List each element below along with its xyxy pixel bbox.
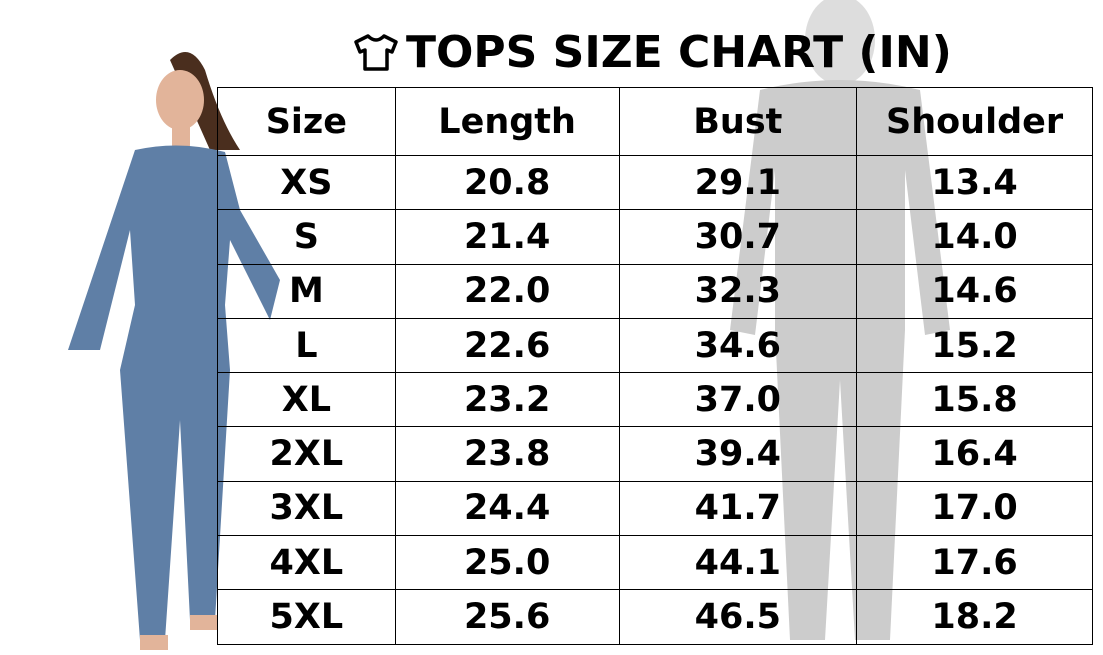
cell-shoulder: 17.0 <box>856 480 1093 537</box>
cell-length: 24.4 <box>394 480 620 537</box>
header-length: Length <box>394 87 620 156</box>
table-row: XS 20.8 29.1 13.4 <box>217 154 1093 211</box>
table-row: M 22.0 32.3 14.6 <box>217 263 1093 319</box>
cell-size: L <box>217 317 396 374</box>
cell-size: 2XL <box>217 426 396 482</box>
cell-length: 21.4 <box>394 209 620 265</box>
cell-length: 22.6 <box>394 317 620 374</box>
table-row: 5XL 25.6 46.5 18.2 <box>217 589 1093 645</box>
cell-size: 4XL <box>217 535 396 591</box>
table-row: 4XL 25.0 44.1 17.6 <box>217 535 1093 591</box>
header-row: Size Length Bust Shoulder <box>217 87 1093 156</box>
cell-shoulder: 14.6 <box>856 263 1093 319</box>
cell-length: 23.8 <box>394 426 620 482</box>
cell-length: 20.8 <box>394 154 620 211</box>
cell-length: 23.2 <box>394 372 620 428</box>
cell-size: XS <box>217 154 396 211</box>
header-bust: Bust <box>618 87 858 156</box>
chart-title: TOPS SIZE CHART (IN) <box>352 22 952 82</box>
cell-shoulder: 15.2 <box>856 317 1093 374</box>
cell-bust: 41.7 <box>618 480 858 537</box>
cell-size: 5XL <box>217 589 396 645</box>
cell-shoulder: 15.8 <box>856 372 1093 428</box>
cell-shoulder: 16.4 <box>856 426 1093 482</box>
cell-size: S <box>217 209 396 265</box>
cell-bust: 32.3 <box>618 263 858 319</box>
header-size: Size <box>217 87 396 156</box>
cell-length: 22.0 <box>394 263 620 319</box>
cell-shoulder: 17.6 <box>856 535 1093 591</box>
cell-bust: 29.1 <box>618 154 858 211</box>
cell-bust: 37.0 <box>618 372 858 428</box>
title-text: TOPS SIZE CHART (IN) <box>406 26 952 78</box>
cell-bust: 34.6 <box>618 317 858 374</box>
table-row: 2XL 23.8 39.4 16.4 <box>217 426 1093 482</box>
cell-size: 3XL <box>217 480 396 537</box>
table-row: 3XL 24.4 41.7 17.0 <box>217 480 1093 537</box>
cell-shoulder: 18.2 <box>856 589 1093 645</box>
t-shirt-icon <box>354 34 398 71</box>
cell-size: XL <box>217 372 396 428</box>
cell-length: 25.0 <box>394 535 620 591</box>
cell-bust: 30.7 <box>618 209 858 265</box>
cell-bust: 39.4 <box>618 426 858 482</box>
header-shoulder: Shoulder <box>856 87 1093 156</box>
table-row: XL 23.2 37.0 15.8 <box>217 372 1093 428</box>
cell-bust: 44.1 <box>618 535 858 591</box>
cell-size: M <box>217 263 396 319</box>
cell-shoulder: 14.0 <box>856 209 1093 265</box>
table-row: S 21.4 30.7 14.0 <box>217 209 1093 265</box>
table-row: L 22.6 34.6 15.2 <box>217 317 1093 374</box>
cell-bust: 46.5 <box>618 589 858 645</box>
size-table: Size Length Bust Shoulder XS 20.8 29.1 13.4… <box>217 87 1093 645</box>
cell-length: 25.6 <box>394 589 620 645</box>
cell-shoulder: 13.4 <box>856 154 1093 211</box>
